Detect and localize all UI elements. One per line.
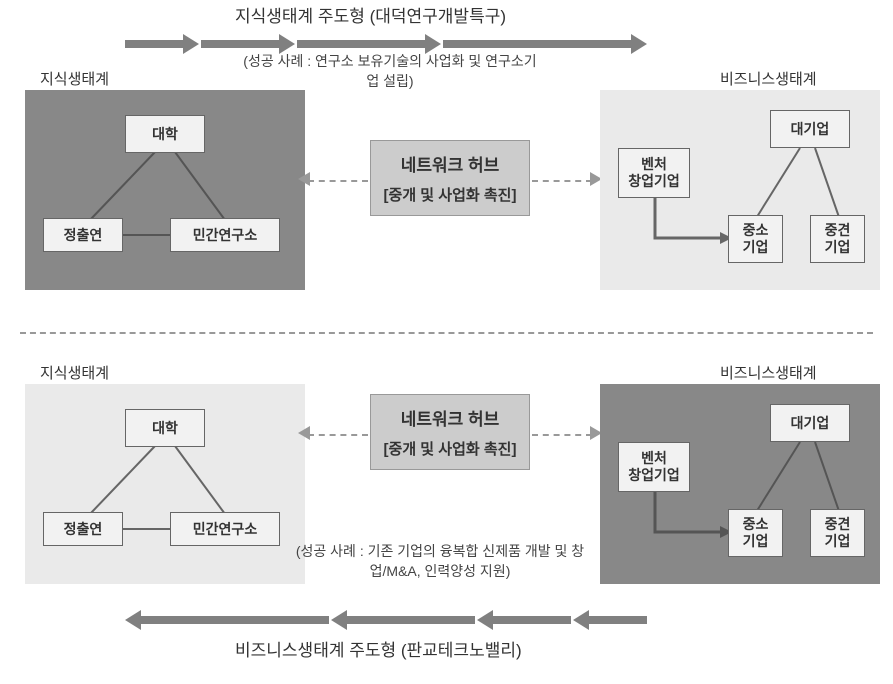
- node-gov-research: 정출연: [43, 512, 123, 546]
- top-subtitle: (성공 사례 : 연구소 보유기술의 사업화 및 연구소기업 설립): [240, 52, 540, 91]
- dashed-arrow-left-icon: [298, 172, 310, 186]
- dashed-arrow-left-icon: [298, 426, 310, 440]
- hub-title: 네트워크 허브: [381, 151, 519, 176]
- node-venture: 벤처 창업기업: [618, 148, 690, 198]
- dashed-connector: [308, 434, 368, 436]
- bottom-subtitle: (성공 사례 : 기존 기업의 융복합 신제품 개발 및 창업/M&A, 인력양…: [280, 542, 600, 581]
- node-venture: 벤처 창업기업: [618, 442, 690, 492]
- node-sme: 중소 기업: [728, 509, 783, 557]
- node-private-research: 민간연구소: [170, 512, 280, 546]
- hub-box-top: 네트워크 허브 [중개 및 사업화 촉진]: [370, 140, 530, 216]
- node-large: 대기업: [770, 404, 850, 442]
- hub-box-bottom: 네트워크 허브 [중개 및 사업화 촉진]: [370, 394, 530, 470]
- arrow-left-icon: [125, 604, 329, 629]
- arrow-left-icon: [331, 604, 475, 629]
- dashed-connector: [308, 180, 368, 182]
- business-eco-label-bottom: 비즈니스생태계: [720, 362, 817, 383]
- knowledge-eco-box-bottom: 대학 정출연 민간연구소: [25, 384, 305, 584]
- node-sme: 중소 기업: [728, 215, 783, 263]
- dashed-connector: [532, 180, 592, 182]
- arrow-left-icon: [477, 604, 571, 629]
- node-gov-research: 정출연: [43, 218, 123, 252]
- bottom-title: 비즈니스생태계 주도형 (판교테크노밸리): [235, 636, 522, 661]
- section-divider: [20, 332, 873, 334]
- node-private-research: 민간연구소: [170, 218, 280, 252]
- business-eco-label-top: 비즈니스생태계: [720, 68, 817, 89]
- top-title: 지식생태계 주도형 (대덕연구개발특구): [235, 2, 506, 27]
- hub-subtitle: [중개 및 사업화 촉진]: [381, 438, 519, 459]
- arrow-left-icon: [573, 604, 647, 629]
- arrow-right-icon: [443, 28, 647, 53]
- top-section: 지식생태계 주도형 (대덕연구개발특구) (성공 사례 : 연구소 보유기술의 …: [0, 0, 893, 320]
- knowledge-eco-label-top: 지식생태계: [40, 68, 109, 89]
- knowledge-eco-box-top: 대학 정출연 민간연구소: [25, 90, 305, 290]
- node-large: 대기업: [770, 110, 850, 148]
- knowledge-eco-label-bottom: 지식생태계: [40, 362, 109, 383]
- hub-title: 네트워크 허브: [381, 405, 519, 430]
- node-university: 대학: [125, 409, 205, 447]
- arrow-right-icon: [125, 28, 199, 53]
- node-midsize: 중견 기업: [810, 215, 865, 263]
- bottom-section: 지식생태계 대학 정출연 민간연구소 네트워크 허브 [중개 및 사업화 촉진]…: [0, 364, 893, 684]
- business-eco-box-bottom: 벤처 창업기업 대기업 중소 기업 중견 기업: [600, 384, 880, 584]
- node-university: 대학: [125, 115, 205, 153]
- node-midsize: 중견 기업: [810, 509, 865, 557]
- bottom-arrow-row: [125, 604, 647, 629]
- dashed-connector: [532, 434, 592, 436]
- arrow-right-icon: [297, 28, 441, 53]
- top-arrow-row: [125, 28, 647, 53]
- business-eco-box-top: 벤처 창업기업 대기업 중소 기업 중견 기업: [600, 90, 880, 290]
- hub-subtitle: [중개 및 사업화 촉진]: [381, 184, 519, 205]
- arrow-right-icon: [201, 28, 295, 53]
